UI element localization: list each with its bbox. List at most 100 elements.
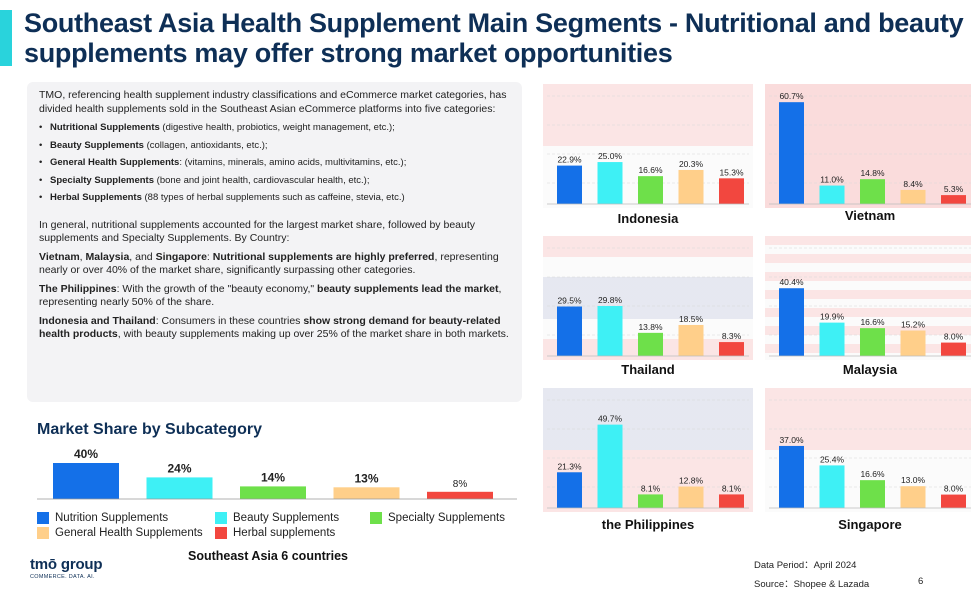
legend-swatch bbox=[37, 527, 49, 539]
data-label: 8% bbox=[453, 479, 468, 490]
data-label: 8.1% bbox=[641, 483, 661, 493]
legend-swatch bbox=[215, 527, 227, 539]
country-label: the Philippines bbox=[601, 517, 695, 532]
data-label: 29.5% bbox=[557, 296, 582, 306]
category-item: Specialty Supplements (bone and joint he… bbox=[39, 172, 510, 190]
data-label: 16.6% bbox=[860, 317, 885, 327]
country-note-2: The Philippines: With the growth of the … bbox=[39, 282, 502, 309]
category-list: Nutritional Supplements (digestive healt… bbox=[39, 119, 510, 207]
legend-swatch bbox=[370, 512, 382, 524]
market-share-title: Market Share by Subcategory bbox=[37, 421, 262, 438]
data-source: Source：Shopee & Lazada bbox=[754, 579, 870, 590]
data-label: 14% bbox=[261, 470, 285, 484]
bar bbox=[900, 189, 926, 204]
data-label: 15.3% bbox=[719, 167, 744, 177]
bar bbox=[678, 324, 704, 356]
country-label: Vietnam bbox=[844, 208, 896, 223]
country-label: Thailand bbox=[621, 362, 675, 377]
data-label: 40.4% bbox=[779, 277, 804, 287]
category-item: Beauty Supplements (collagen, antioxidan… bbox=[39, 137, 510, 155]
data-label: 20.3% bbox=[679, 159, 704, 169]
legend-swatch bbox=[37, 512, 49, 524]
data-label: 40% bbox=[74, 447, 98, 461]
bar bbox=[678, 486, 704, 508]
title-accent-bar bbox=[0, 10, 12, 66]
summary-text: In general, nutritional supplements acco… bbox=[39, 218, 476, 245]
bar bbox=[860, 328, 885, 356]
chart-malaysia: 40.4% 19.9% 16.6% 15.2% 8.0% bbox=[769, 247, 971, 357]
bar bbox=[779, 445, 804, 508]
bar bbox=[638, 176, 663, 204]
category-item: Herbal Supplements (88 types of herbal s… bbox=[39, 189, 510, 207]
chart-indonesia: 22.9% 25.0% 16.6% 20.3% 15.3% bbox=[547, 95, 749, 205]
bar bbox=[638, 332, 663, 356]
bar bbox=[860, 480, 885, 508]
bar bbox=[779, 288, 804, 356]
data-label: 12.8% bbox=[679, 476, 704, 486]
data-label: 18.5% bbox=[679, 314, 704, 324]
bar bbox=[719, 494, 744, 508]
data-label: 21.3% bbox=[557, 461, 582, 471]
data-label: 14.8% bbox=[860, 168, 885, 178]
bar bbox=[819, 465, 845, 508]
data-label: 15.2% bbox=[901, 320, 926, 330]
country-label: Singapore bbox=[838, 517, 902, 532]
data-period: Data Period：April 2024 bbox=[754, 560, 857, 571]
legend-item-nutrition: Nutrition Supplements bbox=[37, 512, 168, 524]
bar bbox=[719, 178, 744, 204]
panel-vietnam: 60.7% 11.0% 14.8% 8.4% 5.3% Vietnam bbox=[765, 84, 971, 234]
bar bbox=[900, 330, 926, 356]
legend-item-herbal: Herbal supplements bbox=[215, 527, 335, 539]
chart-philippines: 21.3% 49.7% 8.1% 12.8% 8.1% bbox=[547, 399, 749, 509]
category-item: General Health Supplements: (vitamins, m… bbox=[39, 154, 510, 172]
legend-item-specialty: Specialty Supplements bbox=[370, 512, 505, 524]
bar bbox=[638, 494, 663, 508]
legend-item-beauty: Beauty Supplements bbox=[215, 512, 339, 524]
legend-swatch bbox=[215, 512, 227, 524]
data-label: 13.8% bbox=[638, 322, 663, 332]
panel-thailand: 29.5% 29.8% 13.8% 18.5% 8.3% Thailand bbox=[543, 236, 753, 386]
bar bbox=[860, 179, 885, 204]
intro-textbox: TMO, referencing health supplement indus… bbox=[27, 82, 522, 402]
data-label: 22.9% bbox=[557, 155, 582, 165]
data-label: 37.0% bbox=[779, 435, 804, 445]
bar bbox=[557, 306, 582, 356]
legend-item-general: General Health Supplements bbox=[37, 527, 203, 539]
data-label: 49.7% bbox=[598, 414, 623, 424]
bar bbox=[53, 463, 119, 499]
chart-singapore: 37.0% 25.4% 16.6% 13.0% 8.0% bbox=[769, 399, 971, 509]
tmo-logo: tmō group COMMERCE. DATA. AI. bbox=[30, 556, 103, 580]
market-share-subtitle: Southeast Asia 6 countries bbox=[188, 549, 348, 563]
data-label: 8.0% bbox=[944, 484, 964, 494]
bar bbox=[941, 342, 966, 356]
data-label: 8.0% bbox=[944, 332, 964, 342]
country-label: Malaysia bbox=[842, 362, 898, 377]
panel-malaysia: 40.4% 19.9% 16.6% 15.2% 8.0% Malaysia bbox=[765, 236, 971, 386]
panel-singapore: 37.0% 25.4% 16.6% 13.0% 8.0% Singapore bbox=[765, 388, 971, 538]
bar bbox=[941, 494, 966, 508]
data-label: 16.6% bbox=[638, 165, 663, 175]
data-label: 25.4% bbox=[820, 454, 845, 464]
data-label: 8.1% bbox=[722, 483, 742, 493]
bar bbox=[597, 162, 623, 204]
data-label: 29.8% bbox=[598, 295, 623, 305]
country-label: Indonesia bbox=[617, 211, 679, 226]
panel-indonesia: 22.9% 25.0% 16.6% 20.3% 15.3% Indonesia bbox=[543, 84, 753, 234]
bar bbox=[900, 486, 926, 508]
page-number: 6 bbox=[918, 576, 924, 587]
country-note-3: Indonesia and Thailand: Consumers in the… bbox=[39, 314, 509, 341]
page-title: Southeast Asia Health Supplement Main Se… bbox=[24, 8, 964, 68]
intro-lead: TMO, referencing health supplement indus… bbox=[39, 89, 507, 115]
bar bbox=[240, 486, 306, 499]
country-note-1: Vietnam, Malaysia, and Singapore: Nutrit… bbox=[39, 250, 499, 277]
data-label: 13% bbox=[354, 471, 378, 485]
chart-thailand: 29.5% 29.8% 13.8% 18.5% 8.3% bbox=[547, 247, 749, 357]
market-share-chart: 40% 24% 14% 13% 8% bbox=[37, 447, 517, 500]
bar bbox=[719, 342, 744, 356]
bar bbox=[427, 491, 493, 499]
bar bbox=[597, 306, 623, 356]
data-label: 11.0% bbox=[820, 175, 844, 185]
data-label: 16.6% bbox=[860, 469, 885, 479]
data-label: 8.3% bbox=[722, 331, 742, 341]
bar bbox=[678, 169, 704, 204]
